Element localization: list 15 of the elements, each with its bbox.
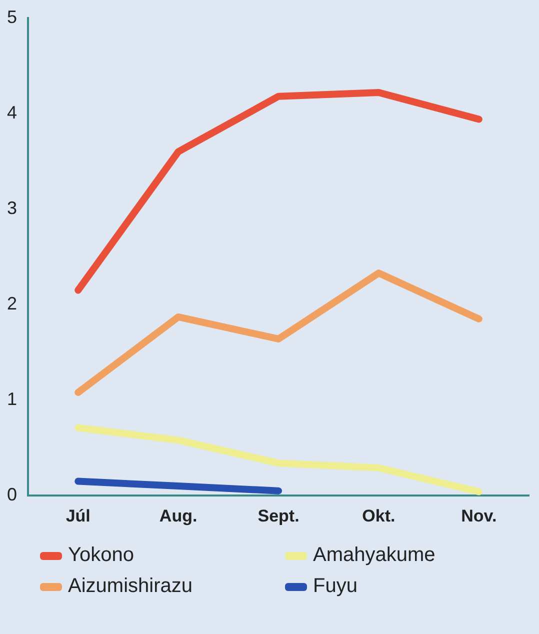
x-tick-label: Aug. bbox=[159, 506, 198, 526]
y-tick-label: 4 bbox=[6, 102, 18, 122]
y-tick-label: 0 bbox=[6, 484, 18, 505]
y-tick-label: 5 bbox=[6, 6, 18, 27]
legend-label: Yokono bbox=[68, 544, 134, 567]
y-tick-label: 3 bbox=[6, 198, 18, 218]
legend-label: Amahyakume bbox=[313, 544, 436, 567]
x-tick-label: Júl bbox=[66, 506, 90, 526]
x-tick-label: Sept. bbox=[258, 506, 300, 526]
x-tick-label: Okt. bbox=[362, 506, 396, 526]
legend-label: Fuyu bbox=[313, 575, 358, 598]
y-tick-label: 1 bbox=[6, 389, 18, 410]
legend-label: Aizumishirazu bbox=[68, 575, 192, 598]
x-tick-label: Nov. bbox=[461, 506, 497, 526]
y-tick-label: 2 bbox=[6, 294, 18, 314]
